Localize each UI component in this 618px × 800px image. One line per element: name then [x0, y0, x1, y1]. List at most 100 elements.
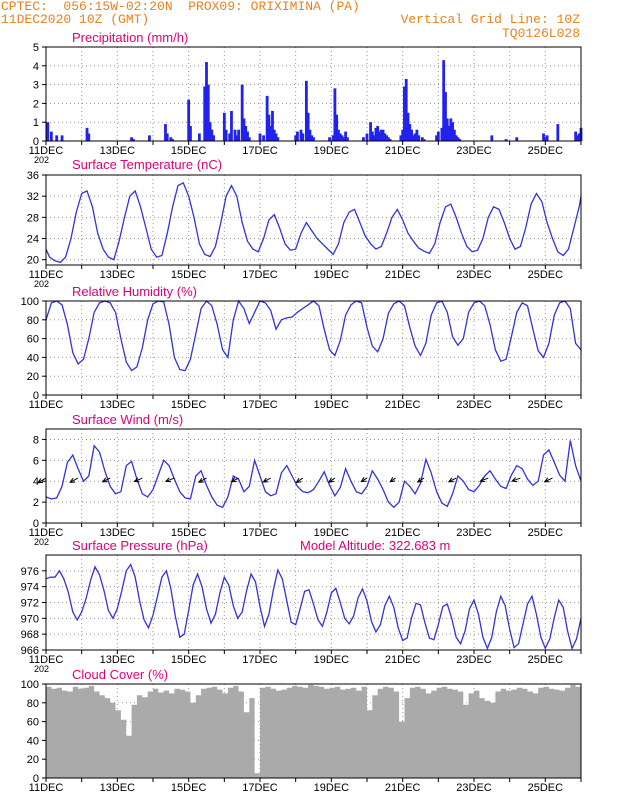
wind-arrow: [480, 477, 489, 482]
precip-bar: [422, 139, 426, 141]
precip-bar: [171, 139, 175, 141]
precip-bar: [335, 114, 339, 141]
panel-title: Precipitation (mm/h): [72, 30, 188, 45]
precip-bar: [403, 86, 406, 141]
year-label: 202: [34, 664, 49, 674]
x-tick-label: 15DEC: [171, 527, 207, 539]
panel-frame: [45, 428, 582, 524]
precip-bar: [452, 129, 456, 141]
precip-bar: [87, 133, 91, 141]
precip-bar: [258, 133, 262, 141]
precip-bar: [378, 131, 381, 141]
precip-bar: [342, 137, 346, 141]
precip-bar: [169, 137, 173, 141]
precip-bar: [49, 131, 53, 141]
humidity-series-line: [45, 299, 582, 372]
x-tick-label: 19DEC: [314, 269, 350, 281]
precip-bar: [406, 112, 410, 141]
precip-bar: [372, 135, 376, 141]
x-tick-label: 23DEC: [456, 145, 492, 157]
y-tick-label: 80: [27, 315, 39, 327]
wind-arrow-head: [69, 477, 76, 483]
precip-bar: [60, 135, 64, 141]
x-tick-label: 13DEC: [100, 782, 136, 794]
precip-bar: [381, 129, 385, 141]
x-tick-label: 21DEC: [385, 782, 421, 794]
x-tick-label: 19DEC: [314, 527, 350, 539]
wind-arrow-head: [295, 477, 302, 484]
wind-arrow: [296, 477, 304, 483]
y-tick-label: 24: [27, 234, 39, 246]
x-tick-label: 21DEC: [385, 527, 421, 539]
precip-bar: [206, 84, 210, 141]
precip-bar: [247, 137, 251, 141]
wind-arrow-head: [164, 477, 171, 483]
precip-bar: [374, 127, 378, 141]
y-tick-label: 80: [27, 698, 39, 710]
precip-bar: [46, 122, 50, 141]
precip-bar: [415, 129, 419, 141]
precip-bar: [301, 133, 305, 141]
precip-bar: [246, 131, 249, 141]
x-tick-label: 25DEC: [528, 654, 564, 666]
precip-bar: [370, 131, 374, 141]
precip-bar: [244, 125, 248, 141]
precip-bar: [271, 110, 274, 141]
x-tick-label: 11DEC: [29, 145, 64, 157]
y-tick-label: 0: [33, 773, 39, 785]
precip-bar: [306, 112, 310, 141]
x-tick-label: 23DEC: [456, 269, 492, 281]
precip-bar: [543, 137, 547, 141]
y-tick-label: 100: [21, 296, 39, 308]
precip-bar: [148, 135, 151, 141]
precip-bar: [515, 137, 519, 141]
x-tick-label: 21DEC: [385, 399, 421, 411]
x-tick-label: 23DEC: [456, 654, 492, 666]
y-tick-label: 20: [27, 371, 39, 383]
precip-bar: [272, 129, 276, 141]
wind-arrow: [198, 477, 207, 483]
precip-bar: [362, 137, 365, 141]
precip-bar: [338, 133, 342, 141]
precip-bar: [399, 135, 403, 141]
wind-arrow-head: [197, 477, 204, 483]
precip-bar: [212, 135, 216, 141]
precip-bar: [269, 125, 273, 141]
panel-title: Surface Pressure (hPa): [72, 538, 208, 553]
y-tick-label: 20: [27, 754, 39, 766]
precip-bar: [379, 129, 383, 141]
x-tick-label: 11DEC: [29, 399, 64, 411]
precip-bar: [222, 112, 226, 141]
precip-bar: [337, 129, 340, 141]
panel-wind: 0 2 4 6 8 11DEC 13DEC 15DEC 17DEC 19DEC 21DEC 23DEC…: [29, 412, 582, 547]
x-tick-label: 17DEC: [242, 654, 278, 666]
panel-title: Surface Wind (m/s): [72, 412, 183, 427]
x-tick-label: 25DEC: [528, 782, 564, 794]
header-run-time: 11DEC2020 10Z (GMT): [1, 12, 150, 27]
x-tick-label: 11DEC: [29, 654, 64, 666]
precip-bar: [345, 137, 349, 141]
precip-bar: [237, 129, 240, 141]
x-tick-label: 11DEC: [29, 269, 64, 281]
wind-arrow: [165, 477, 175, 482]
x-tick-label: 17DEC: [242, 527, 278, 539]
x-tick-label: 25DEC: [528, 527, 564, 539]
panel-temperature: 20 24 28 32 36 11DEC 13DEC 15DEC 17DEC 19DEC 21DEC…: [27, 157, 582, 289]
y-tick-label: 0: [33, 390, 39, 402]
y-tick-label: 60: [27, 334, 39, 346]
precip-bar: [449, 118, 453, 141]
precip-bar: [203, 86, 207, 141]
precip-bar: [440, 127, 444, 141]
wind-arrow: [231, 477, 239, 483]
precip-bar: [417, 135, 421, 141]
wind-arrow-head: [447, 477, 454, 483]
x-tick-label: 17DEC: [242, 399, 278, 411]
wind-arrow: [37, 477, 47, 484]
x-tick-label: 15DEC: [171, 399, 207, 411]
panel-pressure: 966 968 970 972 974 976 11DEC 13DEC 15DEC 17DEC 19…: [21, 538, 582, 674]
x-tick-label: 23DEC: [456, 399, 492, 411]
precip-bar: [131, 139, 135, 141]
precip-bar: [233, 129, 237, 141]
y-tick-label: 974: [21, 582, 39, 594]
y-tick-label: 970: [21, 613, 39, 625]
